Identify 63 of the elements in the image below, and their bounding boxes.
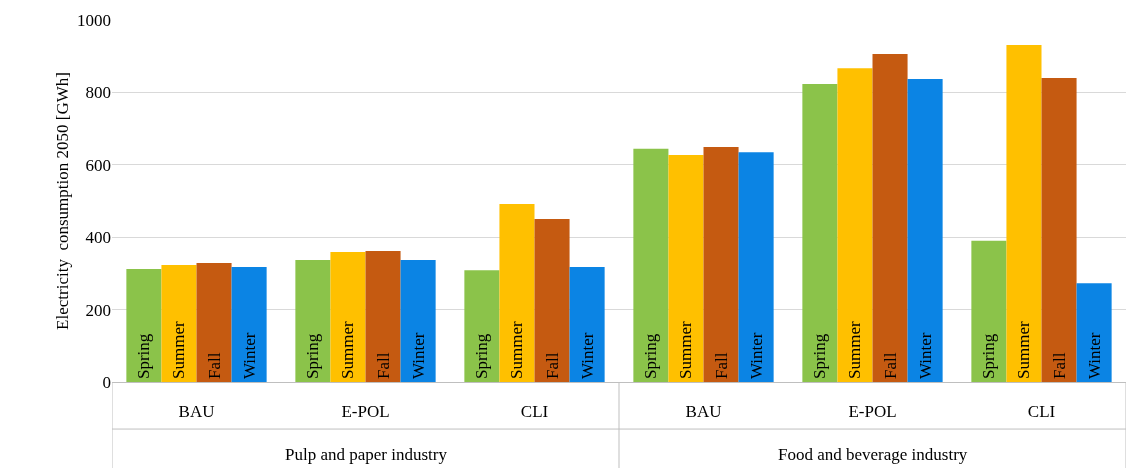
text: Fall [1049, 352, 1069, 379]
text: Summer [676, 321, 696, 379]
text: Spring [979, 333, 999, 379]
text: Spring [472, 333, 492, 379]
y-tick-label: 1000 [77, 10, 111, 30]
text: Spring [641, 333, 661, 379]
text: Fall [880, 352, 900, 379]
text: Winter [746, 332, 766, 379]
bar [569, 266, 605, 382]
bar [1006, 44, 1042, 382]
bar [1041, 77, 1077, 382]
series-label: Winter [239, 332, 259, 379]
x-tick-label: BAU [685, 402, 722, 422]
bar [872, 54, 908, 382]
y-tick-label: 800 [85, 83, 111, 103]
bar [295, 260, 331, 382]
series-label: Spring [134, 333, 154, 379]
series-label: Fall [204, 352, 224, 379]
y-tick-label: 600 [85, 155, 111, 175]
text: Food and beverage industry [778, 445, 968, 464]
y-tick-label: 0 [102, 372, 111, 392]
bar [400, 260, 436, 382]
text: Summer [338, 321, 358, 379]
bar [126, 269, 162, 382]
bar [196, 262, 232, 382]
bar [534, 219, 570, 382]
x-tick-label: CLI [520, 402, 549, 422]
bar [703, 147, 739, 382]
x-tick-label: CLI [1027, 402, 1056, 422]
bar [365, 250, 401, 382]
bar [231, 266, 267, 382]
text: Fall [711, 352, 731, 379]
text: Spring [303, 333, 323, 379]
text: Winter [915, 332, 935, 379]
bar [738, 152, 774, 382]
bar [499, 203, 535, 382]
bar [668, 155, 704, 382]
x-tick-label: BAU [178, 402, 215, 422]
x-tick-label: E-POL [848, 402, 897, 422]
y-tick-label: 200 [85, 300, 111, 320]
text: Winter [1084, 332, 1104, 379]
bar [907, 79, 943, 382]
text: Fall [542, 352, 562, 379]
y-axis-title: Electricity consumption 2050 [GWh] [53, 72, 72, 330]
text: Summer [1014, 321, 1034, 379]
bar [971, 240, 1007, 382]
text: Summer [507, 321, 527, 379]
bar [633, 148, 669, 382]
text: Winter [577, 332, 597, 379]
text: Fall [373, 352, 393, 379]
bar [1076, 283, 1112, 382]
bar [837, 68, 873, 382]
text: Spring [810, 333, 830, 379]
series-label: Summer [169, 321, 189, 379]
bar [330, 252, 366, 382]
text: Pulp and paper industry [285, 445, 448, 464]
x-tick-label: E-POL [341, 402, 390, 422]
y-tick-label: 400 [85, 228, 111, 248]
text: Winter [408, 332, 428, 379]
bar [161, 265, 197, 382]
bar [464, 270, 500, 382]
bar [802, 84, 838, 382]
text: Summer [845, 321, 865, 379]
